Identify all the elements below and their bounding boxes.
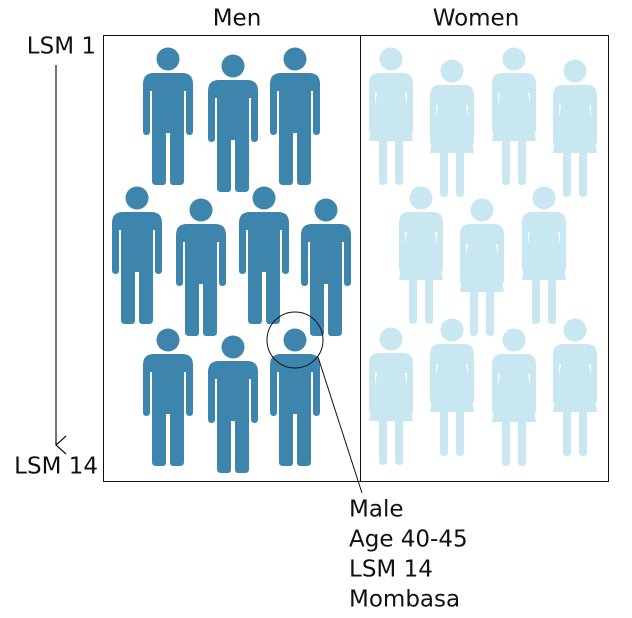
body <box>399 212 443 324</box>
body <box>522 212 566 324</box>
woman-icon <box>460 198 504 336</box>
head <box>125 186 149 210</box>
man-icon <box>301 198 351 336</box>
head <box>379 47 403 71</box>
people <box>112 47 597 473</box>
man-icon <box>208 54 258 192</box>
woman-icon <box>399 186 443 324</box>
man-icon <box>270 328 320 466</box>
body <box>430 85 474 197</box>
man-icon <box>208 335 258 473</box>
woman-icon <box>553 318 597 456</box>
body <box>492 73 536 185</box>
woman-icon <box>430 318 474 456</box>
woman-icon <box>369 47 413 185</box>
man-icon <box>143 328 193 466</box>
body <box>430 344 474 456</box>
body <box>553 344 597 456</box>
body <box>270 73 320 185</box>
column-header: Men <box>213 6 262 32</box>
head <box>156 47 180 71</box>
body <box>369 73 413 185</box>
man-icon <box>176 198 226 336</box>
man-icon <box>239 186 289 324</box>
woman-icon <box>522 186 566 324</box>
woman-icon <box>553 59 597 197</box>
head <box>563 318 587 342</box>
callout-line <box>317 356 363 494</box>
head <box>379 327 403 351</box>
head <box>314 198 338 222</box>
man-icon <box>112 186 162 324</box>
woman-icon <box>492 328 536 466</box>
head <box>189 198 213 222</box>
body <box>208 80 258 192</box>
head <box>563 59 587 83</box>
body <box>176 224 226 336</box>
callout-text: LSM 14 <box>349 557 433 583</box>
callout-text: Age 40-45 <box>349 527 468 553</box>
axis-label: LSM 1 <box>27 34 96 60</box>
body <box>143 354 193 466</box>
head <box>470 198 494 222</box>
body <box>112 212 162 324</box>
head <box>221 335 245 359</box>
body <box>208 361 258 473</box>
axis-label: LSM 14 <box>14 454 98 480</box>
woman-icon <box>492 47 536 185</box>
frame <box>103 35 609 482</box>
head <box>440 318 464 342</box>
head <box>156 328 180 352</box>
woman-icon <box>369 327 413 465</box>
body <box>460 224 504 336</box>
head <box>502 47 526 71</box>
column-header: Women <box>433 6 520 32</box>
head <box>532 186 556 210</box>
callout-text: Male <box>349 497 403 523</box>
head <box>502 328 526 352</box>
man-icon <box>270 47 320 185</box>
body <box>553 85 597 197</box>
man-icon <box>143 47 193 185</box>
body <box>301 224 351 336</box>
head <box>409 186 433 210</box>
head <box>283 47 307 71</box>
body <box>492 354 536 466</box>
body <box>270 354 320 466</box>
woman-icon <box>430 59 474 197</box>
body <box>369 353 413 465</box>
head <box>440 59 464 83</box>
head <box>221 54 245 78</box>
body <box>143 73 193 185</box>
callout-text: Mombasa <box>349 587 460 613</box>
highlight-circle <box>266 311 324 369</box>
head <box>283 328 307 352</box>
head <box>252 186 276 210</box>
body <box>239 212 289 324</box>
